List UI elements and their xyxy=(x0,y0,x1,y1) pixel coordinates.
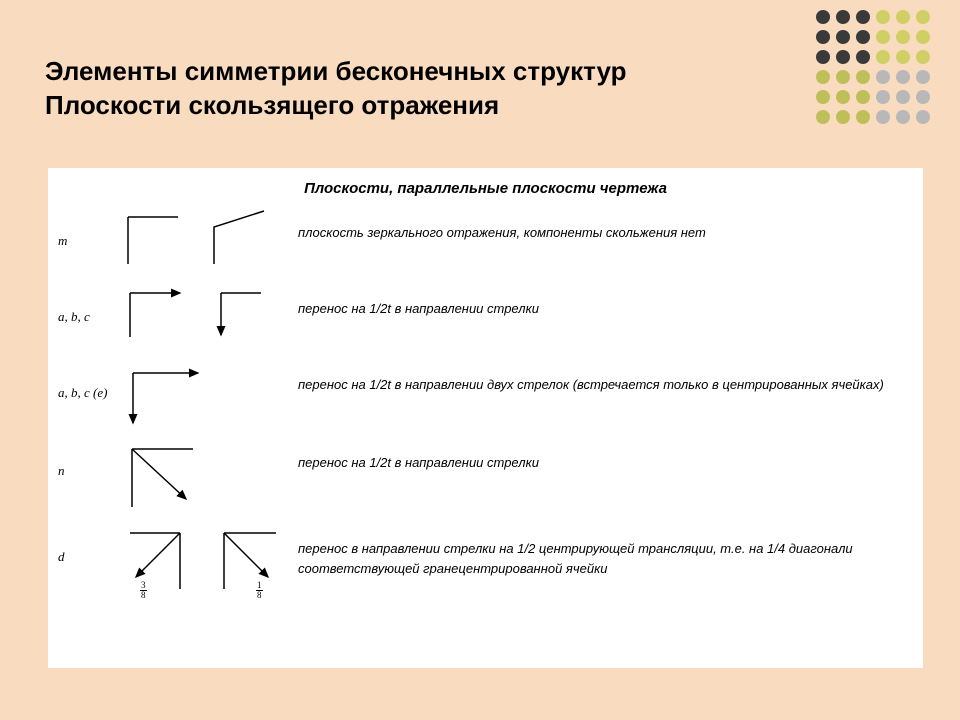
diagram-cell xyxy=(118,205,298,269)
title-line-2: Плоскости скользящего отражения xyxy=(45,90,499,120)
symbol-label: a, b, c (e) xyxy=(58,357,118,401)
rows-container: m плоскость зеркального отражения, компон… xyxy=(58,205,913,605)
diagram-cell xyxy=(118,435,298,517)
table-row: m плоскость зеркального отражения, компон… xyxy=(58,205,913,277)
table-row: n перенос на 1/2t в направлении стрелки xyxy=(58,435,913,517)
symbol-label: n xyxy=(58,435,118,479)
slide-title: Элементы симметрии бесконечных структур … xyxy=(45,55,745,123)
symbol-label: d xyxy=(58,521,118,565)
table-row: a, b, c (e) перенос на 1/2t в направлени… xyxy=(58,357,913,431)
description-text: перенос на 1/2t в направлении стрелки xyxy=(298,435,913,473)
table-row: d 38 18 перенос в направлении стрелки на… xyxy=(58,521,913,605)
description-text: плоскость зеркального отражения, компоне… xyxy=(298,205,913,243)
diagram-cell xyxy=(118,357,298,431)
decorative-dots xyxy=(816,10,930,130)
symbol-label: m xyxy=(58,205,118,249)
diagram-cell xyxy=(118,281,298,347)
symbol-label: a, b, c xyxy=(58,281,118,325)
description-text: перенос на 1/2t в направлении двух стрел… xyxy=(298,357,913,395)
content-panel: Плоскости, параллельные плоскости чертеж… xyxy=(48,168,923,668)
title-line-1: Элементы симметрии бесконечных структур xyxy=(45,56,627,86)
diagram-cell: 38 18 xyxy=(118,521,298,605)
table-row: a, b, c перенос на 1/2t в направлении ст… xyxy=(58,281,913,353)
description-text: перенос на 1/2t в направлении стрелки xyxy=(298,281,913,319)
description-text: перенос в направлении стрелки на 1/2 цен… xyxy=(298,521,913,578)
content-subheader: Плоскости, параллельные плоскости чертеж… xyxy=(58,180,913,197)
